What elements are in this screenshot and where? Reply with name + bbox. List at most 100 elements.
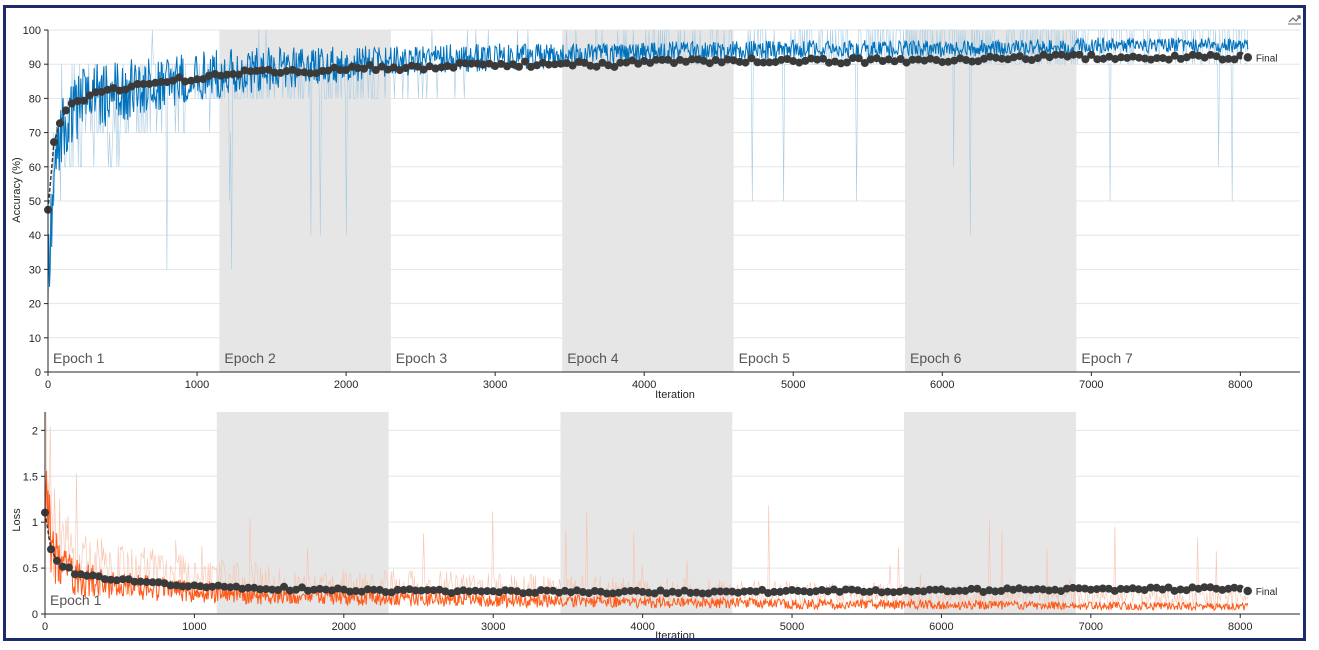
loss-validation-point xyxy=(429,586,438,595)
loss-validation-point xyxy=(363,585,372,594)
loss-validation-point xyxy=(262,585,271,594)
acc-validation-point xyxy=(1224,54,1233,63)
loss-validation-point xyxy=(973,584,982,593)
loss-x-tick-label: 8000 xyxy=(1228,621,1252,633)
loss-validation-point xyxy=(232,582,241,591)
loss-training-smoothed-line xyxy=(44,470,1249,612)
acc-validation-point xyxy=(139,80,148,88)
acc-validation-point xyxy=(509,60,517,69)
acc-validation-point xyxy=(55,119,64,128)
acc-validation-point xyxy=(1135,53,1143,62)
acc-validation-point xyxy=(1141,54,1149,63)
loss-validation-series xyxy=(41,508,1251,598)
acc-validation-point xyxy=(216,71,225,80)
acc-validation-point xyxy=(807,54,816,63)
loss-validation-point xyxy=(776,587,785,596)
acc-validation-point xyxy=(711,56,720,64)
loss-validation-point xyxy=(895,587,904,596)
loss-validation-point xyxy=(668,587,677,596)
acc-validation-point xyxy=(914,55,923,64)
acc-validation-point xyxy=(968,57,977,66)
loss-validation-point xyxy=(196,582,205,591)
acc-x-tick-label: 2000 xyxy=(334,379,358,391)
loss-validation-point xyxy=(1146,583,1155,592)
loss-validation-point xyxy=(393,585,402,594)
loss-validation-point xyxy=(913,586,922,595)
loss-validation-point xyxy=(399,586,408,594)
loss-x-tick-label: 2000 xyxy=(332,621,356,633)
loss-validation-point xyxy=(566,588,575,597)
acc-validation-point xyxy=(294,68,303,77)
loss-y-tick-label: 1 xyxy=(32,517,38,529)
loss-validation-point xyxy=(220,582,229,591)
acc-validation-point xyxy=(628,56,637,65)
loss-validation-point xyxy=(674,589,683,597)
loss-validation-point xyxy=(1128,584,1137,593)
loss-validation-point xyxy=(118,575,127,584)
acc-x-tick-label: 5000 xyxy=(781,379,805,391)
export-icon[interactable] xyxy=(1288,15,1301,25)
loss-validation-point xyxy=(274,586,283,594)
accuracy-validation-series xyxy=(44,50,1251,214)
acc-validation-point xyxy=(1075,50,1084,59)
acc-validation-point xyxy=(443,62,452,70)
loss-validation-point xyxy=(1062,584,1071,593)
loss-validation-point xyxy=(357,587,366,596)
loss-validation-point xyxy=(847,585,856,594)
acc-validation-point xyxy=(1182,53,1191,62)
acc-validation-point xyxy=(574,57,583,66)
loss-validation-point xyxy=(919,587,928,596)
loss-final-marker: Final xyxy=(1241,585,1277,598)
acc-validation-point xyxy=(1081,55,1090,64)
acc-validation-point xyxy=(300,68,309,77)
loss-x-axis-label: Iteration xyxy=(655,630,695,642)
loss-validation-point xyxy=(1224,584,1233,593)
acc-validation-point xyxy=(1033,54,1042,63)
loss-validation-point xyxy=(507,586,516,595)
acc-validation-point xyxy=(872,54,881,63)
loss-validation-point xyxy=(405,585,414,594)
loss-validation-point xyxy=(1039,585,1047,594)
acc-validation-point xyxy=(240,66,249,75)
acc-validation-point xyxy=(962,56,971,64)
acc-validation-point xyxy=(580,58,589,67)
acc-validation-point xyxy=(693,55,702,64)
loss-validation-point xyxy=(716,587,725,596)
acc-validation-point xyxy=(664,55,672,64)
loss-validation-point xyxy=(184,582,193,591)
acc-validation-point xyxy=(604,61,613,70)
loss-epoch-band xyxy=(904,412,1076,614)
accuracy-x-axis-label: Iteration xyxy=(655,389,695,401)
loss-y-axis-label: Loss xyxy=(11,508,23,532)
acc-validation-point xyxy=(842,58,851,67)
loss-validation-point xyxy=(1098,584,1107,593)
loss-validation-point xyxy=(1027,585,1036,594)
acc-validation-point xyxy=(1087,50,1096,59)
acc-validation-point xyxy=(103,85,112,94)
acc-validation-point xyxy=(318,67,327,75)
acc-validation-point xyxy=(67,99,76,108)
accuracy-training-smoothed-series xyxy=(47,36,1249,303)
acc-validation-point xyxy=(848,54,857,63)
acc-x-tick-label: 1000 xyxy=(185,379,209,391)
acc-validation-point xyxy=(157,77,166,86)
loss-validation-point xyxy=(483,587,492,596)
acc-validation-point xyxy=(538,58,547,67)
loss-validation-point xyxy=(1068,583,1077,592)
loss-validation-point xyxy=(501,586,510,595)
loss-validation-point xyxy=(1074,584,1083,593)
loss-validation-point xyxy=(309,585,318,594)
acc-validation-point xyxy=(181,77,190,86)
loss-validation-point xyxy=(656,586,665,595)
loss-validation-point xyxy=(584,589,593,598)
loss-x-tick-label: 5000 xyxy=(780,621,804,633)
accuracy-epoch-labels: Epoch 1 Epoch 2 Epoch 3 Epoch 4 Epoch 5 Epoch… xyxy=(53,350,1133,366)
acc-validation-point xyxy=(407,61,416,70)
loss-validation-point xyxy=(387,588,396,597)
accuracy-x-ticks: 0 1000 2000 3000 4000 5000 6000 7000 8000 xyxy=(45,372,1253,391)
loss-x-tick-label: 7000 xyxy=(1079,621,1103,633)
loss-validation-point xyxy=(1080,584,1089,593)
acc-validation-point xyxy=(133,80,142,88)
acc-epoch-label: Epoch 3 xyxy=(396,350,448,366)
loss-validation-point xyxy=(489,587,498,596)
